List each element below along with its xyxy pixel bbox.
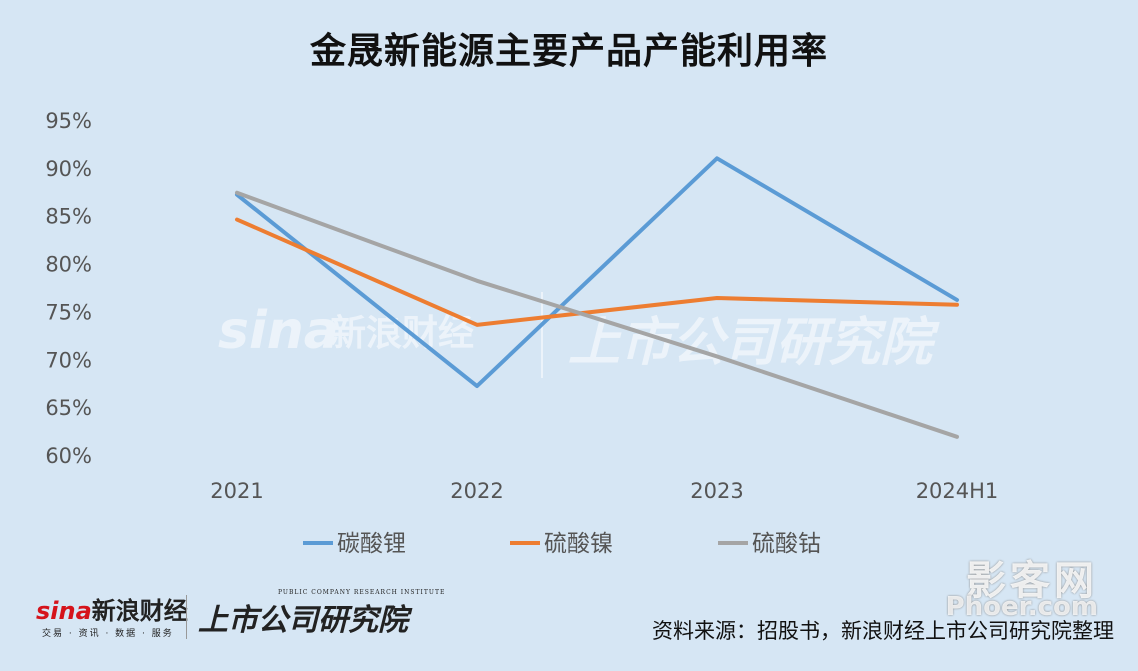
site-watermark-url: Phoer.com <box>945 592 1098 622</box>
y-tick-label: 90% <box>45 157 92 181</box>
legend-label: 碳酸锂 <box>337 531 406 557</box>
watermark-logo: sina 新浪财经 上市公司研究院 <box>218 292 940 378</box>
series-line-1 <box>235 156 959 389</box>
svg-text:上市公司研究院: 上市公司研究院 <box>568 313 940 373</box>
x-tick-label: 2021 <box>210 479 263 503</box>
x-tick-label: 2024H1 <box>916 479 999 503</box>
source-note: 资料来源：招股书，新浪财经上市公司研究院整理 <box>652 619 1114 643</box>
logo-divider <box>186 595 187 639</box>
y-axis: 95% 90% 85% 80% 75% 70% 65% 60% <box>45 109 92 468</box>
institute-logo: PUBLIC COMPANY RESEARCH INSTITUTE 上市公司研究… <box>198 589 446 638</box>
sina-logo: sina新浪财经 交易 · 资讯 · 数据 · 服务 <box>36 597 188 639</box>
y-tick-label: 85% <box>45 205 92 229</box>
y-tick-label: 95% <box>45 109 92 133</box>
y-tick-label: 65% <box>45 396 92 420</box>
series-lines <box>235 156 959 439</box>
site-watermark: 影客网 <box>966 558 1098 604</box>
x-tick-label: 2023 <box>690 479 743 503</box>
y-tick-label: 70% <box>45 348 92 372</box>
y-tick-label: 75% <box>45 300 92 324</box>
svg-text:新浪财经: 新浪财经 <box>330 313 474 354</box>
chart-title: 金晟新能源主要产品产能利用率 <box>309 31 828 72</box>
legend: 碳酸锂 硫酸镍 硫酸钴 <box>303 531 821 557</box>
legend-label: 硫酸镍 <box>544 531 613 557</box>
y-tick-label: 80% <box>45 253 92 277</box>
series-line-2 <box>235 217 959 327</box>
x-axis: 2021 2022 2023 2024H1 <box>210 479 998 503</box>
legend-label: 硫酸钴 <box>752 531 821 557</box>
y-tick-label: 60% <box>45 444 92 468</box>
series-line-3 <box>235 190 959 439</box>
svg-text:sina: sina <box>218 301 339 361</box>
x-tick-label: 2022 <box>450 479 503 503</box>
